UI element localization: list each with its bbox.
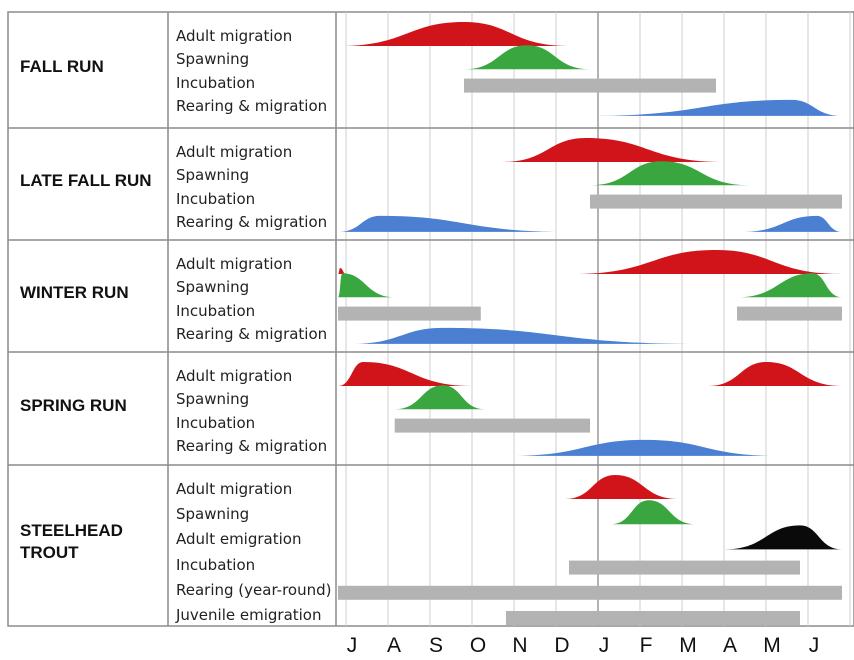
month-tick-label: M bbox=[763, 634, 781, 657]
month-tick-label: S bbox=[428, 634, 444, 657]
stage-hump bbox=[590, 99, 842, 116]
stage-hump bbox=[394, 385, 485, 410]
stage-label: Incubation bbox=[176, 413, 256, 432]
month-tick-label: F bbox=[639, 634, 653, 657]
stage-hump bbox=[573, 250, 842, 274]
stage-hump bbox=[501, 138, 725, 162]
stage-hump bbox=[611, 500, 695, 525]
incubation-bar bbox=[590, 194, 842, 209]
stage-label: Incubation bbox=[176, 301, 256, 320]
stage-hump bbox=[590, 161, 750, 186]
stage-hump bbox=[464, 45, 590, 70]
month-tick-label: J bbox=[808, 634, 820, 657]
stage-label: Incubation bbox=[176, 189, 256, 208]
incubation-bar bbox=[506, 611, 800, 625]
stage-label: Spawning bbox=[176, 166, 250, 185]
month-tick-label: N bbox=[512, 634, 528, 657]
stage-hump bbox=[737, 273, 842, 298]
stage-label: Incubation bbox=[176, 555, 256, 574]
table-frame bbox=[7, 11, 854, 627]
stage-hump bbox=[724, 525, 842, 550]
stage-label: Spawning bbox=[176, 278, 250, 297]
stage-label: Adult migration bbox=[176, 480, 293, 498]
incubation-bar bbox=[394, 418, 590, 433]
stage-label: Spawning bbox=[176, 390, 250, 409]
stage-label: Spawning bbox=[176, 50, 250, 69]
month-tick-label: M bbox=[679, 634, 697, 657]
month-tick-label: O bbox=[469, 634, 487, 657]
stage-label: Adult migration bbox=[176, 143, 293, 161]
stage-label: Adult migration bbox=[176, 367, 293, 385]
stage-label: Spawning bbox=[176, 505, 250, 524]
incubation-bar bbox=[737, 306, 842, 321]
stage-hump bbox=[338, 273, 395, 298]
month-tick-label: J bbox=[598, 634, 610, 657]
run-label: LATE FALL RUN bbox=[20, 171, 152, 190]
stage-hump bbox=[338, 268, 347, 274]
stage-label: Rearing & migration bbox=[176, 96, 328, 115]
stage-label: Rearing & migration bbox=[176, 212, 328, 231]
run-label: FALL RUN bbox=[20, 57, 104, 76]
run-label: STEELHEAD TROUT bbox=[20, 520, 123, 562]
stage-hump bbox=[564, 475, 679, 499]
stage-hump bbox=[338, 22, 569, 46]
stage-label: Rearing & migration bbox=[176, 324, 328, 343]
month-tick-label: J bbox=[346, 634, 358, 657]
stage-hump bbox=[338, 362, 473, 386]
stage-label: Juvenile emigration bbox=[176, 606, 322, 624]
month-tick-label: A bbox=[386, 634, 402, 657]
run-label: WINTER RUN bbox=[20, 283, 129, 302]
stage-label: Rearing & migration bbox=[176, 436, 328, 455]
incubation-bar bbox=[464, 78, 716, 93]
incubation-bar bbox=[569, 560, 800, 575]
stage-label: Adult migration bbox=[176, 27, 293, 45]
stage-label: Rearing (year-round) bbox=[176, 580, 332, 599]
stage-hump bbox=[741, 215, 842, 232]
stage-label: Incubation bbox=[176, 73, 256, 92]
incubation-bar bbox=[338, 585, 842, 600]
stage-hump bbox=[510, 439, 779, 456]
incubation-bar bbox=[338, 306, 481, 321]
month-tick-label: D bbox=[554, 634, 570, 657]
stage-label: Adult emigration bbox=[176, 530, 302, 549]
month-tick-label: A bbox=[722, 634, 738, 657]
stage-hump bbox=[350, 327, 700, 344]
stage-label: Adult migration bbox=[176, 255, 293, 273]
stage-hump bbox=[707, 362, 842, 386]
run-label: SPRING RUN bbox=[20, 395, 127, 415]
stage-hump bbox=[338, 215, 569, 232]
